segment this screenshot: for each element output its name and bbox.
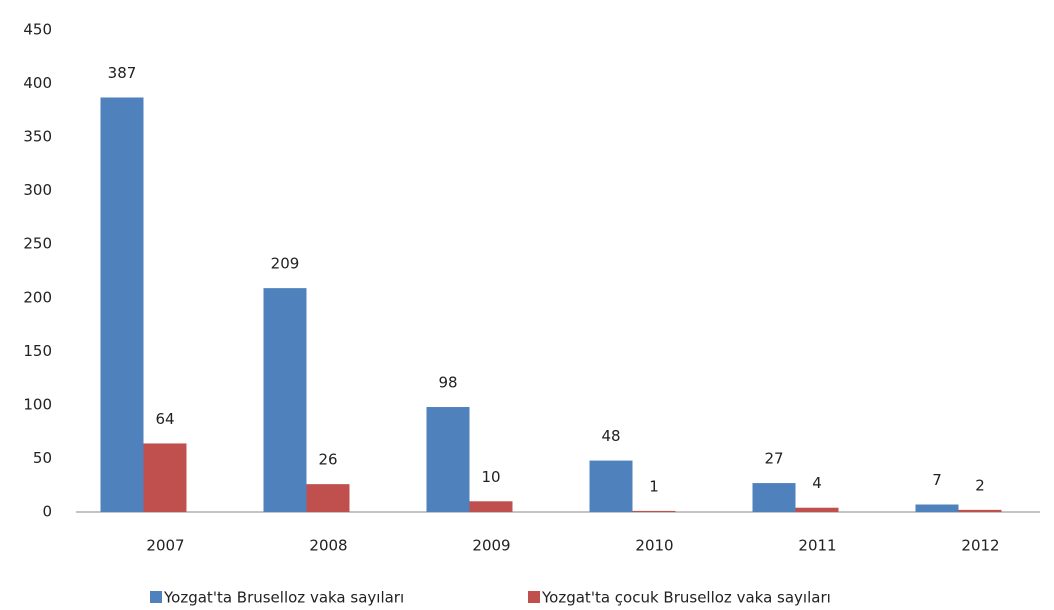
value-label: 4 (812, 474, 822, 492)
legend-swatch (528, 591, 540, 603)
y-tick-label: 50 (33, 449, 52, 467)
y-tick-label: 200 (23, 288, 52, 306)
bar (795, 507, 839, 512)
value-label: 2 (975, 476, 985, 494)
legend-label: Yozgat'ta Bruselloz vaka sayıları (163, 589, 404, 607)
value-label: 1 (649, 477, 659, 495)
y-tick-label: 150 (23, 342, 52, 360)
x-tick-label: 2010 (635, 537, 673, 555)
value-label: 26 (318, 451, 337, 469)
x-tick-label: 2007 (146, 537, 184, 555)
x-tick-label: 2009 (472, 537, 510, 555)
bar (752, 483, 796, 512)
y-tick-label: 450 (23, 21, 52, 39)
bar (143, 443, 187, 512)
bar (100, 97, 144, 512)
value-label: 48 (601, 427, 620, 445)
legend-swatch (150, 591, 162, 603)
value-label: 98 (438, 374, 457, 392)
value-label: 64 (155, 410, 174, 428)
x-tick-label: 2008 (309, 537, 347, 555)
bar (632, 510, 676, 512)
y-tick-label: 0 (42, 503, 52, 521)
legend-label: Yozgat'ta çocuk Bruselloz vaka sayıları (541, 589, 831, 607)
value-label: 7 (932, 471, 942, 489)
y-tick-label: 400 (23, 74, 52, 92)
bar (915, 504, 959, 512)
x-tick-label: 2012 (961, 537, 999, 555)
x-tick-label: 2011 (798, 537, 836, 555)
bar (589, 460, 633, 512)
y-tick-label: 250 (23, 235, 52, 253)
y-tick-label: 300 (23, 181, 52, 199)
bar (426, 407, 470, 512)
y-tick-label: 100 (23, 395, 52, 413)
bar (469, 501, 513, 512)
bar (306, 484, 350, 512)
y-tick-label: 350 (23, 128, 52, 146)
value-label: 10 (481, 468, 500, 486)
value-label: 27 (764, 450, 783, 468)
bar (958, 509, 1002, 512)
bar (263, 288, 307, 512)
value-label: 387 (108, 64, 137, 82)
value-label: 209 (271, 255, 300, 273)
